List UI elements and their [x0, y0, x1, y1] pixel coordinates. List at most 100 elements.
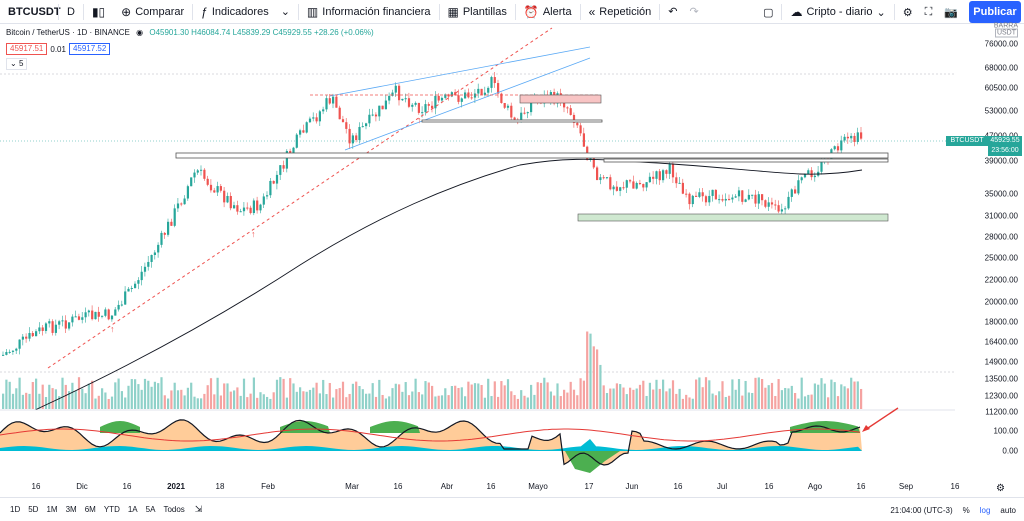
- axis-settings-button[interactable]: ⚙: [996, 483, 1005, 494]
- volume-bar: [536, 382, 539, 409]
- candle: [638, 182, 642, 185]
- candle: [477, 88, 480, 94]
- chart-type-button[interactable]: ▮▯: [86, 0, 115, 24]
- candle: [635, 182, 638, 189]
- volume-bar: [378, 379, 381, 409]
- volume-bar: [124, 397, 127, 409]
- chevron-down-icon: ⌄: [280, 6, 290, 18]
- buy-price[interactable]: 45917.52: [68, 43, 111, 55]
- candle: [424, 104, 427, 113]
- volume-bar: [239, 395, 242, 409]
- percent-toggle[interactable]: %: [962, 505, 970, 515]
- compare-button[interactable]: ⊕ Comparar: [115, 0, 190, 24]
- layout-button[interactable]: ▢: [757, 0, 779, 24]
- price-tick: 20000.00: [984, 297, 1018, 307]
- candle: [341, 119, 345, 123]
- candle: [325, 98, 328, 110]
- volume-bar: [157, 383, 160, 409]
- range-button-6m[interactable]: 6M: [84, 505, 96, 514]
- range-button-3m[interactable]: 3M: [65, 505, 77, 514]
- settings-button[interactable]: ⚙: [897, 0, 919, 24]
- candle: [487, 87, 490, 93]
- candle: [493, 77, 496, 84]
- candle: [117, 304, 120, 310]
- fullscreen-button[interactable]: ⛶: [919, 0, 939, 24]
- candle: [223, 190, 226, 203]
- symbol-title[interactable]: Bitcoin / TetherUS · 1D · BINANCE: [6, 28, 130, 37]
- toolbar-right: ▢ ☁ Cripto - diario ⌄ ⚙ ⛶ 📷: [757, 0, 964, 24]
- volume-bar: [523, 395, 526, 409]
- candle: [391, 92, 394, 96]
- range-button-1a[interactable]: 1A: [127, 505, 138, 514]
- volume-bar: [318, 393, 321, 409]
- templates-label: Plantillas: [462, 5, 507, 18]
- candle: [11, 350, 15, 352]
- volume-bar: [539, 382, 543, 409]
- volume-bar: [312, 387, 315, 409]
- replay-icon: «: [588, 4, 596, 19]
- financials-button[interactable]: ▥ Información financiera: [301, 0, 437, 24]
- candle: [731, 197, 734, 200]
- price-tick: 60500.00: [984, 83, 1018, 93]
- symbol-search[interactable]: BTCUSDT: [8, 5, 61, 18]
- publish-button[interactable]: Publicar: [969, 1, 1021, 23]
- volume-bar: [299, 387, 302, 409]
- candle: [371, 114, 374, 116]
- volume-bar: [820, 378, 823, 409]
- candle: [38, 327, 41, 332]
- volume-bar: [625, 394, 628, 409]
- range-buttons: 1D 5D 1M 3M 6M YTD 1A 5A Todos: [0, 505, 189, 514]
- volume-bar: [71, 382, 74, 409]
- eye-icon[interactable]: ◉: [136, 28, 144, 37]
- log-toggle[interactable]: log: [979, 505, 991, 515]
- price-chart[interactable]: ↑ ↑ ↑: [0, 24, 990, 497]
- price-axis[interactable]: BARRA USDT 76000.00 68000.00 60500.00 53000…: [955, 23, 1024, 497]
- candle: [272, 180, 275, 184]
- time-axis[interactable]: 16 Dic 16 2021 18 Feb Mar 16 Abr 16 Mayo 17 Jun 16 Jul…: [0, 480, 990, 494]
- indicators-collapse[interactable]: ⌄ 5: [6, 58, 28, 70]
- indicators-button[interactable]: ƒ Indicadores: [195, 0, 275, 24]
- range-button-1d[interactable]: 1D: [10, 505, 21, 514]
- candle: [77, 316, 81, 320]
- candle: [724, 198, 727, 201]
- market-status-button[interactable]: ☁ Cripto - diario ⌄: [784, 0, 891, 24]
- currency-label[interactable]: USDT: [994, 28, 1018, 38]
- snapshot-button[interactable]: 📷: [938, 0, 964, 24]
- time-tick: 16: [122, 482, 132, 491]
- candle: [15, 348, 18, 351]
- sell-price[interactable]: 45917.51: [6, 43, 48, 55]
- candle: [751, 194, 754, 196]
- candle: [157, 244, 160, 253]
- volume-bar: [668, 388, 671, 409]
- volume-bar: [576, 395, 579, 409]
- candle: [81, 317, 84, 320]
- candle: [233, 205, 236, 209]
- templates-button[interactable]: ▦ Plantillas: [442, 0, 513, 24]
- candle: [563, 101, 566, 108]
- volume-bar: [470, 384, 473, 409]
- volume-bar: [226, 383, 229, 409]
- candle: [153, 252, 156, 255]
- range-button-todos[interactable]: Todos: [163, 505, 185, 514]
- range-button-ytd[interactable]: YTD: [103, 505, 120, 514]
- indicators-dropdown[interactable]: ⌄: [275, 0, 296, 24]
- volume-bar: [662, 379, 665, 409]
- redo-button[interactable]: ↷: [683, 0, 704, 24]
- date-range-button[interactable]: ⇲: [195, 504, 203, 515]
- auto-toggle[interactable]: auto: [1000, 505, 1016, 515]
- candle: [506, 105, 510, 108]
- volume-bar: [846, 388, 849, 409]
- candle: [21, 336, 24, 340]
- candle: [374, 114, 378, 117]
- range-button-5d[interactable]: 5D: [28, 505, 39, 514]
- range-button-5a[interactable]: 5A: [145, 505, 156, 514]
- replay-button[interactable]: «Repetición: [583, 0, 658, 24]
- undo-button[interactable]: ↶: [662, 0, 683, 24]
- range-button-1m[interactable]: 1M: [46, 505, 58, 514]
- clock-display[interactable]: 21:04:00 (UTC-3): [890, 505, 953, 515]
- interval-button[interactable]: D: [67, 5, 75, 18]
- alert-button[interactable]: ⏰ Alerta: [518, 0, 578, 24]
- candle: [394, 85, 397, 93]
- bottom-right: 21:04:00 (UTC-3) % log auto: [890, 498, 1016, 521]
- time-tick: 16: [764, 482, 774, 491]
